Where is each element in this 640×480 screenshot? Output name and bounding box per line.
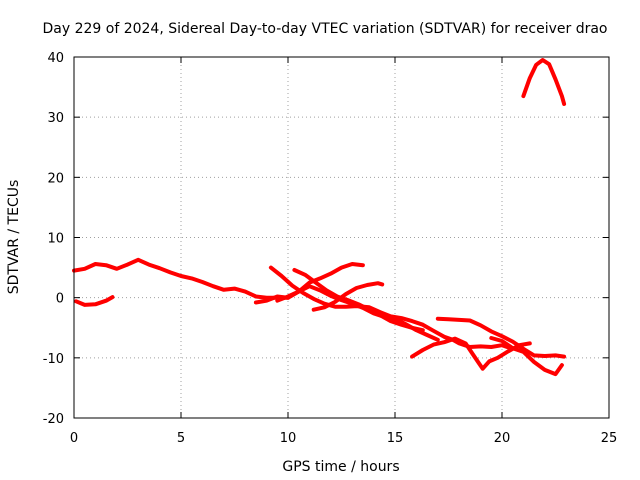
y-tick-label: 40 — [47, 51, 64, 66]
x-tick-label: 15 — [387, 431, 404, 446]
series-line-arc-7 — [275, 284, 440, 342]
x-tick-label: 5 — [177, 431, 185, 446]
series-line-arc-3 — [253, 262, 365, 305]
grid-lines — [74, 57, 609, 418]
series-line-arc-2 — [74, 295, 115, 307]
x-tick-label: 0 — [70, 431, 78, 446]
series-line-arc-1 — [72, 257, 290, 300]
y-tick-label: -10 — [43, 352, 64, 367]
x-axis-label: GPS time / hours — [282, 459, 399, 475]
y-tick-label: 20 — [47, 171, 64, 186]
x-tick-label: 10 — [280, 431, 297, 446]
series-line-arc-11 — [521, 58, 567, 106]
series-line-arc-6 — [311, 281, 385, 312]
series-line-arc-9 — [435, 316, 567, 359]
y-tick-label: 10 — [47, 232, 64, 247]
data-series — [72, 58, 567, 377]
series-line-arc-4 — [268, 265, 513, 351]
x-tick-label: 25 — [601, 431, 618, 446]
axis-ticks: 0 5 10 15 20 25 -20 -10 0 10 20 30 40 — [43, 51, 618, 446]
chart-title: Day 229 of 2024, Sidereal Day-to-day VTE… — [42, 21, 607, 37]
series-line-arc-10 — [489, 336, 564, 377]
x-tick-label: 20 — [494, 431, 511, 446]
y-axis-label: SDTVAR / TECUs — [6, 180, 22, 295]
y-tick-label: 30 — [47, 111, 64, 126]
series-line-arc-8 — [410, 336, 532, 371]
y-tick-label: -20 — [43, 412, 64, 427]
y-tick-label: 0 — [56, 292, 64, 307]
